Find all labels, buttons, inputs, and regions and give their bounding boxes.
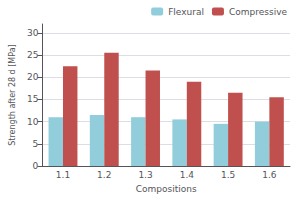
- svg-text:1.6: 1.6: [262, 170, 277, 180]
- svg-text:30: 30: [27, 28, 39, 38]
- svg-text:1.5: 1.5: [221, 170, 235, 180]
- svg-text:5: 5: [33, 139, 39, 149]
- svg-text:20: 20: [27, 72, 39, 82]
- svg-text:Flexural: Flexural: [168, 7, 204, 17]
- svg-text:10: 10: [27, 117, 39, 127]
- svg-text:1.1: 1.1: [56, 170, 70, 180]
- svg-text:15: 15: [27, 94, 38, 104]
- svg-text:1.3: 1.3: [138, 170, 152, 180]
- svg-text:25: 25: [27, 50, 38, 60]
- svg-text:0: 0: [33, 161, 39, 171]
- svg-text:1.4: 1.4: [180, 170, 195, 180]
- svg-text:1.2: 1.2: [97, 170, 111, 180]
- svg-text:Compressive: Compressive: [229, 7, 288, 17]
- svg-text:Compositions: Compositions: [136, 184, 197, 194]
- svg-text:Strength after 28 d [MPa]: Strength after 28 d [MPa]: [8, 44, 17, 145]
